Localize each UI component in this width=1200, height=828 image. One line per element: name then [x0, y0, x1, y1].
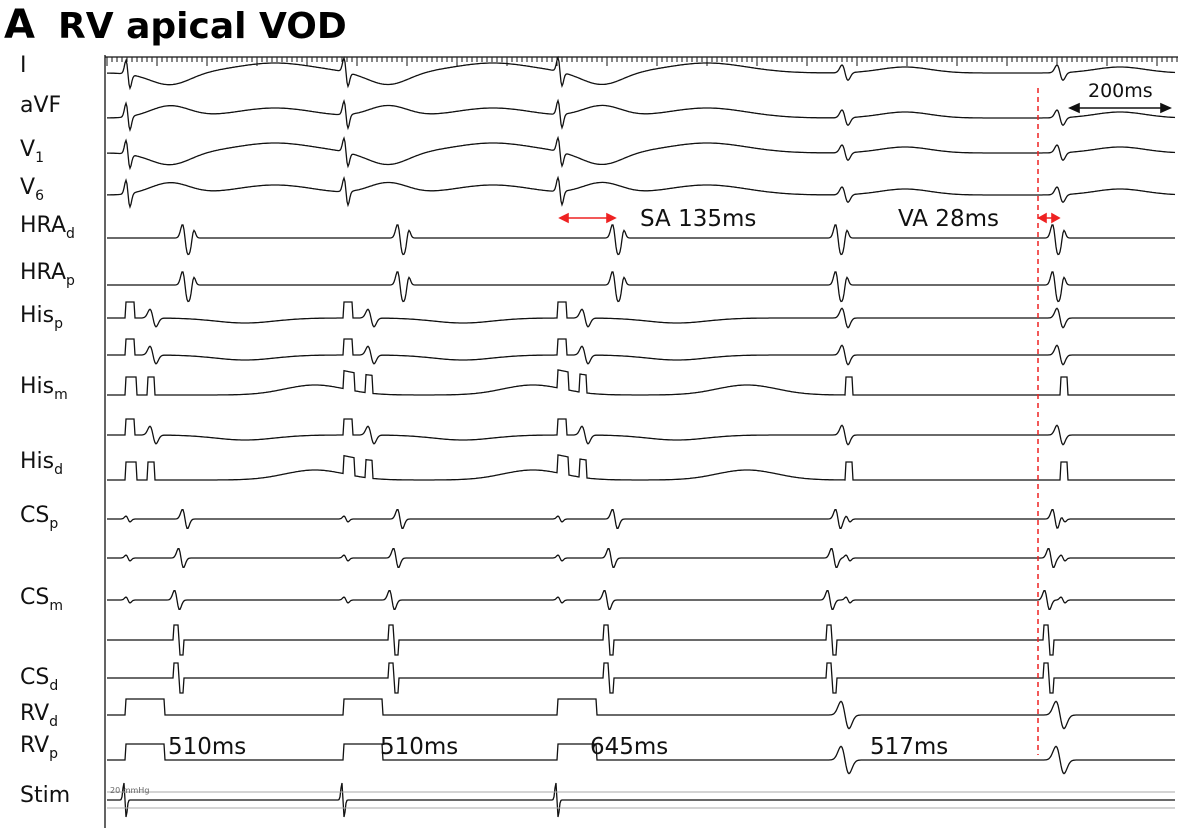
signal-trace: [107, 624, 1175, 656]
channel-label: V6: [20, 175, 44, 204]
signal-trace: [107, 175, 1176, 210]
sa-label: SA 135ms: [640, 206, 756, 232]
time-ruler: [105, 56, 1178, 66]
signal-trace: [107, 55, 1176, 91]
label-sub: d: [54, 462, 63, 478]
signal-trace: [107, 301, 1175, 329]
label-base: His: [20, 303, 54, 328]
label-sub: d: [49, 678, 58, 694]
label-base: Stim: [20, 783, 70, 808]
signal-trace: [107, 509, 1175, 529]
label-base: His: [20, 374, 54, 399]
channel-label: Hisp: [20, 303, 63, 332]
panel-title: RV apical VOD: [58, 6, 347, 47]
interval-label: 645ms: [590, 734, 668, 760]
signal-trace: [107, 698, 1175, 730]
label-base: HRA: [20, 260, 66, 285]
label-base: CS: [20, 665, 49, 690]
label-sub: 1: [35, 150, 44, 166]
label-base: HRA: [20, 213, 66, 238]
va-label: VA 28ms: [898, 206, 999, 232]
channel-label: CSm: [20, 585, 63, 614]
channel-label: CSd: [20, 665, 58, 694]
scale-label: 200ms: [1088, 80, 1153, 102]
scale-arrow: [1068, 102, 1172, 114]
label-base: CS: [20, 503, 49, 528]
label-base: RV: [20, 701, 49, 726]
label-base: V: [20, 175, 35, 200]
channel-label: RVp: [20, 733, 58, 762]
label-sub: p: [49, 746, 58, 762]
channel-label: Stim: [20, 783, 70, 808]
signal-trace: [107, 418, 1175, 446]
signal-trace: [107, 271, 1175, 303]
label-sub: d: [66, 226, 75, 242]
signal-trace: [107, 98, 1176, 133]
label-sub: p: [54, 316, 63, 332]
label-sub: p: [49, 516, 58, 532]
label-base: CS: [20, 585, 49, 610]
label-sub: m: [49, 598, 63, 614]
label-base: I: [20, 53, 27, 78]
signal-trace: [107, 224, 1175, 256]
signal-trace: [107, 135, 1176, 171]
label-base: V: [20, 137, 35, 162]
label-sub: 6: [35, 188, 44, 204]
signal-trace: [107, 454, 1175, 481]
signal-trace: [107, 590, 1175, 610]
channel-label: V1: [20, 137, 44, 166]
pressure-label: 20 mmHg: [110, 786, 149, 795]
channel-label: Hism: [20, 374, 68, 403]
channel-label: RVd: [20, 701, 58, 730]
traces: [107, 55, 1176, 818]
label-base: RV: [20, 733, 49, 758]
label-sub: d: [49, 714, 58, 730]
signal-trace: [107, 782, 1175, 818]
label-base: aVF: [20, 93, 61, 118]
signal-trace: [107, 338, 1175, 366]
channel-label: aVF: [20, 93, 61, 118]
channel-label: HRAp: [20, 260, 75, 289]
channel-label: CSp: [20, 503, 58, 532]
label-sub: p: [66, 273, 75, 289]
label-base: His: [20, 449, 54, 474]
channel-labels: IaVFV1V6HRAdHRApHispHismHisdCSpCSmCSdRVd…: [20, 53, 75, 808]
label-sub: m: [54, 387, 68, 403]
interval-label: 510ms: [168, 734, 246, 760]
signal-trace: [107, 548, 1175, 568]
channel-label: HRAd: [20, 213, 75, 242]
signal-trace: [107, 743, 1175, 775]
channel-label: Hisd: [20, 449, 63, 478]
interval-label: 517ms: [870, 734, 948, 760]
signal-trace: [107, 662, 1175, 694]
signal-trace: [107, 369, 1175, 396]
interval-label: 510ms: [380, 734, 458, 760]
channel-label: I: [20, 53, 27, 78]
va-arrow: [1037, 212, 1061, 224]
sa-arrow: [558, 212, 617, 224]
panel-letter: A: [4, 2, 35, 48]
